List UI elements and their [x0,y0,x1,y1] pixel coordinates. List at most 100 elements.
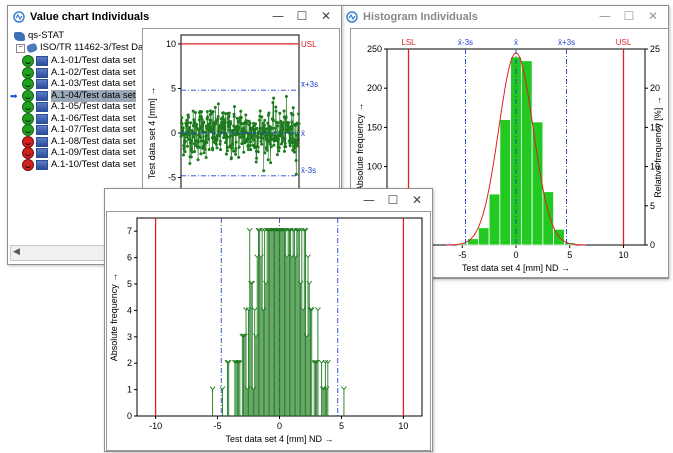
tree-item-label: A.1-09/Test data set [51,147,136,159]
key-icon [26,43,38,54]
data-point [295,173,298,176]
data-point [192,118,195,121]
data-point [199,152,202,155]
data-point [239,110,242,113]
data-point [287,121,290,124]
tree-item[interactable]: A.1-09/Test data set [14,147,136,159]
data-point [217,102,220,105]
data-point [267,112,270,115]
data-point [181,130,184,133]
tree-item[interactable]: A.1-10/Test data set [14,159,136,171]
data-point [206,116,209,119]
status-red-icon [22,147,34,159]
tree-item-label: A.1-05/Test data set [51,101,136,113]
data-point [267,158,270,161]
data-point [234,153,237,156]
data-point [188,126,191,129]
tree-study[interactable]: − ISO/TR 11462-3/Test Data S [16,42,146,54]
data-point [269,129,272,132]
value-chart-title: Value chart Individuals [30,11,149,23]
minimize-button[interactable]: — [594,8,616,24]
data-point [198,119,201,122]
data-point [257,146,260,149]
tree-item[interactable]: A.1-01/Test data set [14,55,136,67]
limit-line-label: USL [301,40,317,49]
selected-arrow-icon: ➡ [10,90,20,102]
data-point [269,143,272,146]
data-point [219,148,222,151]
minimize-button[interactable]: — [267,8,289,24]
tree-item[interactable]: A.1-03/Test data set [14,78,136,90]
status-green-icon [22,67,34,79]
y-tick-label: 4 [127,305,132,315]
data-point [182,154,185,157]
tree-item[interactable]: ➡ A.1-04/Test data set [14,90,136,102]
tree-root[interactable]: qs-STAT [14,30,64,42]
tree-item[interactable]: A.1-06/Test data set [14,113,136,125]
status-green-icon [22,78,34,90]
data-point [212,127,215,130]
collapse-icon[interactable]: − [16,44,25,53]
data-point [258,119,261,122]
data-point [188,133,191,136]
data-point [269,161,272,164]
limit-line-label: x̄ [514,38,518,47]
y-tick-label: 200 [367,83,382,93]
y2-tick-label: 0 [650,240,655,250]
data-point [200,110,203,113]
data-point [201,118,204,121]
close-button[interactable]: ✕ [642,8,664,24]
tree-item[interactable]: A.1-08/Test data set [14,136,136,148]
close-button[interactable]: ✕ [315,8,337,24]
data-point [231,143,234,146]
data-point [195,123,198,126]
close-button[interactable]: ✕ [406,192,428,208]
data-point [186,136,189,139]
maximize-button[interactable]: ☐ [618,8,640,24]
histogram-bar [543,192,554,245]
tree-item[interactable]: A.1-07/Test data set [14,124,136,136]
tree-item[interactable]: A.1-05/Test data set [14,101,136,113]
data-point [265,127,268,130]
y-axis-label: Absolute frequency → [109,273,119,362]
minimize-button[interactable]: — [358,192,380,208]
data-point [190,156,193,159]
data-point [228,115,231,118]
data-point [223,121,226,124]
scroll-left-icon[interactable]: ◀ [13,246,20,257]
data-point [191,136,194,139]
data-point [284,137,287,140]
maximize-button[interactable]: ☐ [382,192,404,208]
data-point [271,127,274,130]
dataset-icon [36,79,48,89]
data-point [183,146,186,149]
data-point [249,148,252,151]
data-point [277,138,280,141]
data-point [259,110,262,113]
y-tick-label: 7 [127,226,132,236]
histogram-detail-chart-panel: 0 1 2 3 4 5 6 7 -10 -5 0 5 10 Test data set 4 [mm] ND… [106,211,431,451]
data-point [181,122,184,125]
y-tick-label: 3 [127,332,132,342]
data-point [278,112,281,115]
maximize-button[interactable]: ☐ [291,8,313,24]
data-point [202,121,205,124]
data-point [249,122,252,125]
data-point [284,142,287,145]
x-tick-label: 5 [567,250,572,260]
data-point [233,115,236,118]
data-point [227,129,230,132]
tree-item[interactable]: A.1-02/Test data set [14,67,136,79]
y-tick-label: 5 [127,279,132,289]
histogram-bar [532,122,543,245]
data-point [194,111,197,114]
data-point [237,127,240,130]
data-point [212,110,215,113]
status-red-icon [22,136,34,148]
data-point [188,138,191,141]
y2-tick-label: 20 [650,83,660,93]
data-point [292,106,295,109]
data-point [190,139,193,142]
data-point [283,110,286,113]
tree-item-label: A.1-03/Test data set [51,78,136,90]
